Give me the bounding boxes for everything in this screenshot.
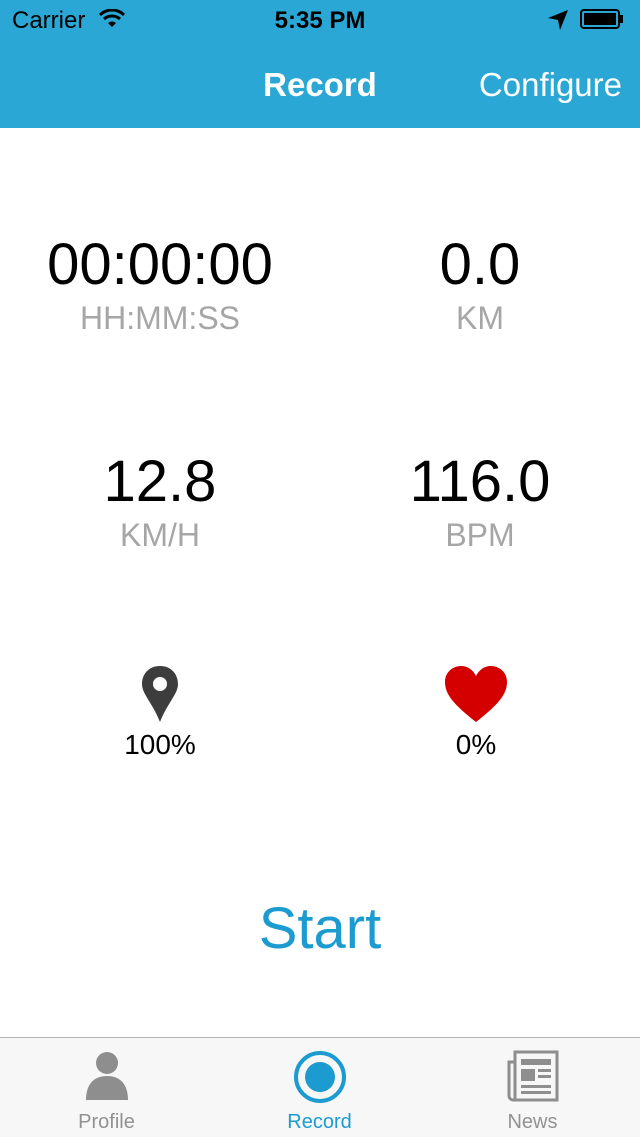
record-icon [293, 1051, 346, 1103]
tab-profile[interactable]: Profile [0, 1038, 213, 1137]
heart-sensor-value: 0% [455, 729, 497, 760]
tab-news-label: News [507, 1111, 558, 1133]
tab-profile-label: Profile [78, 1111, 135, 1133]
heart-rate-unit: BPM [445, 517, 515, 553]
duration-stat: 00:00:00 HH:MM:SS [0, 232, 320, 338]
configure-button[interactable]: Configure [478, 66, 622, 103]
location-arrow-icon [548, 10, 568, 30]
speed-stat: 12.8 KM/H [0, 449, 320, 555]
heart-rate-stat: 116.0 BPM [320, 449, 640, 555]
tab-bar: Profile Record News [0, 1037, 640, 1137]
duration-value: 00:00:00 [47, 232, 273, 297]
distance-stat: 0.0 KM [320, 232, 640, 338]
speed-unit: KM/H [120, 517, 200, 553]
distance-value: 0.0 [439, 232, 521, 297]
start-button[interactable]: Start [258, 896, 382, 961]
newspaper-icon [507, 1050, 558, 1102]
distance-unit: KM [456, 300, 504, 336]
wifi-icon [99, 9, 125, 27]
location-pin-icon [142, 666, 178, 722]
tab-record[interactable]: Record [213, 1038, 426, 1137]
heart-icon [445, 666, 507, 722]
status-bar: Carrier 5:35 PM [0, 0, 640, 40]
tab-record-label: Record [287, 1111, 352, 1133]
status-time: 5:35 PM [274, 7, 366, 34]
battery-icon [580, 9, 623, 29]
tab-news[interactable]: News [426, 1038, 639, 1137]
page-title: Record [263, 66, 377, 103]
carrier-label: Carrier [12, 7, 86, 34]
heart-sensor: 0% [316, 664, 636, 761]
duration-unit: HH:MM:SS [80, 300, 240, 336]
speed-value: 12.8 [103, 449, 217, 514]
navigation-bar: Carrier 5:35 PM Record Configure [0, 0, 640, 128]
gps-signal: 100% [0, 664, 320, 761]
heart-rate-value: 116.0 [409, 449, 551, 514]
gps-signal-value: 100% [124, 729, 196, 760]
person-icon [85, 1052, 128, 1100]
